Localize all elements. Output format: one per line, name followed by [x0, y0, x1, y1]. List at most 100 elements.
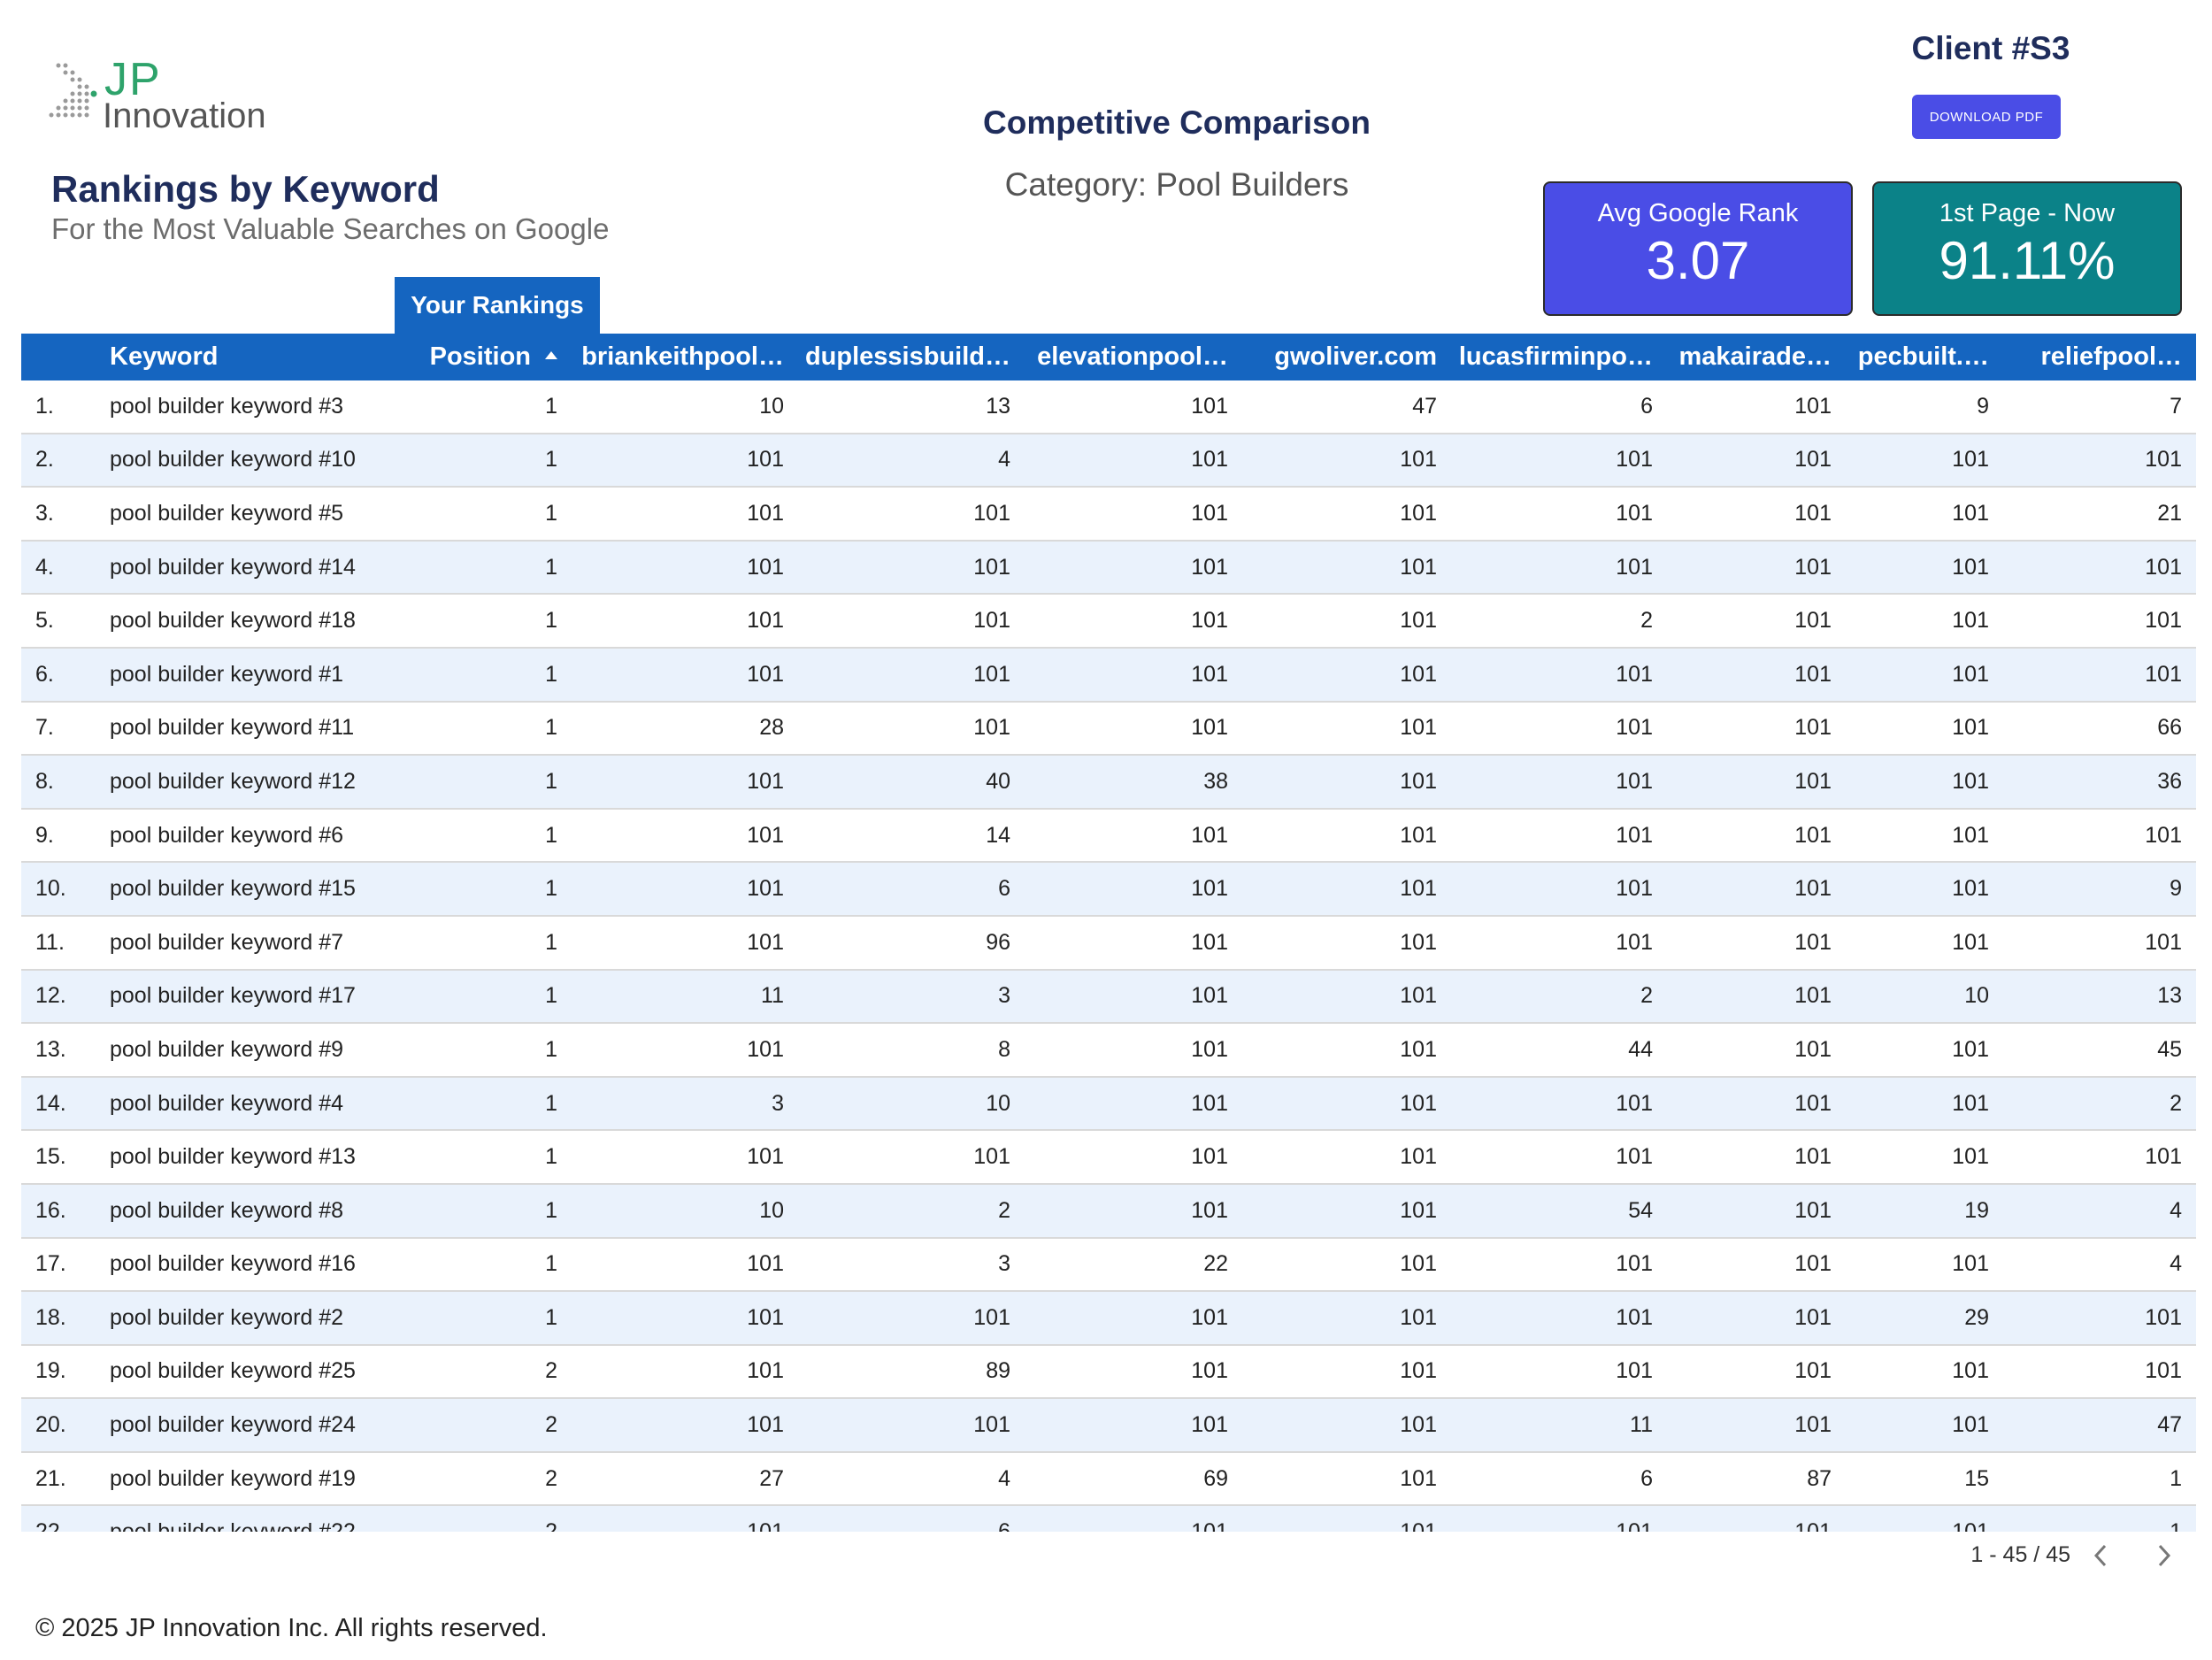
competitor-rank-cell: 1: [2003, 1506, 2196, 1532]
competitor-rank-cell: 101: [973, 715, 1010, 741]
position-cell: 1: [545, 608, 557, 634]
competitor-rank-cell: 101: [1952, 768, 1989, 794]
competitor-rank-cell: 38: [1203, 768, 1228, 794]
table-row: 17. pool builder keyword #16 1 101 3 22 101 101…: [21, 1238, 2196, 1293]
competitor-rank-cell: 101: [1616, 1304, 1653, 1330]
header-competitor-6[interactable]: makairade…: [1678, 342, 1832, 371]
row-index: 17.: [35, 1251, 66, 1277]
header-index: [21, 334, 110, 380]
header-keyword[interactable]: Keyword: [110, 342, 219, 371]
competitor-rank-cell: 101: [2145, 929, 2182, 955]
position-cell: 1: [545, 500, 557, 526]
competitor-rank-cell: 101: [747, 929, 784, 955]
previous-page-button[interactable]: [2083, 1538, 2118, 1573]
table-header: Keyword Position briankeithpool… dupless…: [21, 334, 2196, 380]
header-position[interactable]: Position: [430, 334, 577, 380]
row-index: 2.: [35, 447, 54, 473]
row-index: 11.: [35, 929, 65, 955]
keyword-cell: pool builder keyword #10: [110, 447, 356, 473]
competitor-rank-cell: 101: [1952, 554, 1989, 580]
competitor-rank-cell: 101: [1952, 1144, 1989, 1170]
competitor-rank-cell: 101: [1794, 447, 1832, 473]
table-row: 1. pool builder keyword #3 1 10 13 101 47 6 101 9…: [21, 380, 2196, 434]
competitor-rank-cell: 6: [1640, 1465, 1653, 1491]
competitor-rank-cell: 101: [1952, 1036, 1989, 1062]
kpi-value: 3.07: [1646, 231, 1750, 290]
keyword-cell: pool builder keyword #12: [110, 768, 356, 794]
download-pdf-button[interactable]: DOWNLOAD PDF: [1912, 95, 2061, 139]
keyword-cell: pool builder keyword #7: [110, 929, 344, 955]
header-competitor-3[interactable]: elevationpool…: [1037, 342, 1228, 371]
competitor-rank-cell: 101: [1616, 1144, 1653, 1170]
next-page-button[interactable]: [2147, 1538, 2182, 1573]
competitor-rank-cell: 101: [1191, 929, 1228, 955]
table-row: 14. pool builder keyword #4 1 3 10 101 101 101 1…: [21, 1077, 2196, 1132]
table-body: 1. pool builder keyword #3 1 10 13 101 47 6 101 9…: [21, 380, 2196, 1532]
competitor-rank-cell: 101: [2145, 1144, 2182, 1170]
table-row: 11. pool builder keyword #7 1 101 96 101 101 10…: [21, 916, 2196, 971]
table-row: 4. pool builder keyword #14 1 101 101 101 101 1…: [21, 541, 2196, 596]
competitor-rank-cell: 7: [2170, 393, 2182, 419]
kpi-avg-google-rank: Avg Google Rank 3.07: [1543, 181, 1853, 316]
competitor-rank-cell: 101: [2145, 554, 2182, 580]
competitor-rank-cell: 101: [1794, 822, 1832, 848]
competitor-rank-cell: 28: [759, 715, 784, 741]
competitor-rank-cell: 101: [1794, 1358, 1832, 1384]
comparison-title: Competitive Comparison: [983, 104, 1371, 141]
competitor-rank-cell: 101: [1794, 393, 1832, 419]
header-competitor-1[interactable]: briankeithpool…: [581, 342, 784, 371]
table-row: 16. pool builder keyword #8 1 10 2 101 101 54 10…: [21, 1184, 2196, 1239]
competitor-rank-cell: 101: [747, 500, 784, 526]
copyright-footer: © 2025 JP Innovation Inc. All rights res…: [35, 1614, 548, 1642]
table-row: 22.pool builder keyword #222101610110110…: [21, 1506, 2196, 1532]
keyword-cell: pool builder keyword #25: [110, 1358, 356, 1384]
position-cell: 2: [545, 1465, 557, 1491]
row-index: 8.: [35, 768, 54, 794]
row-index: 15.: [35, 1144, 66, 1170]
row-index: 9.: [35, 822, 54, 848]
rankings-table: Keyword Position briankeithpool… dupless…: [21, 334, 2196, 1532]
competitor-rank-cell: 101: [1191, 715, 1228, 741]
page-subtitle: For the Most Valuable Searches on Google: [51, 212, 610, 245]
competitor-rank-cell: 101: [973, 500, 1010, 526]
competitor-rank-cell: 101: [747, 768, 784, 794]
competitor-rank-cell: 101: [1400, 929, 1437, 955]
header-competitor-4[interactable]: gwoliver.com: [1274, 342, 1437, 371]
competitor-rank-cell: 9: [2170, 876, 2182, 902]
row-index: 4.: [35, 554, 54, 580]
competitor-rank-cell: 101: [1794, 1197, 1832, 1223]
competitor-rank-cell: 101: [1400, 447, 1437, 473]
tab-your-rankings[interactable]: Your Rankings: [395, 277, 600, 334]
competitor-rank-cell: 101: [1400, 661, 1437, 687]
competitor-rank-cell: 54: [1628, 1197, 1653, 1223]
table-row: 21. pool builder keyword #19 2 27 4 69 101 6 87 1…: [21, 1452, 2196, 1507]
competitor-rank-cell: 101: [1191, 661, 1228, 687]
header-competitor-8[interactable]: reliefpool…: [2040, 342, 2182, 371]
competitor-rank-cell: 22: [1203, 1251, 1228, 1277]
competitor-rank-cell: 3: [998, 983, 1010, 1009]
header-competitor-2[interactable]: duplessisbuild…: [804, 342, 1010, 371]
competitor-rank-cell: 6: [798, 1506, 1025, 1532]
sort-ascending-icon: [545, 351, 557, 359]
table-row: 9. pool builder keyword #6 1 101 14 101 101 101…: [21, 809, 2196, 864]
competitor-rank-cell: 101: [1952, 929, 1989, 955]
competitor-rank-cell: 101: [1400, 1090, 1437, 1116]
competitor-rank-cell: 101: [1400, 1036, 1437, 1062]
header-competitor-5[interactable]: lucasfirminpo…: [1458, 342, 1653, 371]
client-label: Client #S3: [1911, 30, 2070, 66]
logo-jp-text: JP: [104, 54, 162, 105]
header-competitor-7[interactable]: pecbuilt.…: [1857, 342, 1989, 371]
competitor-rank-cell: 101: [2145, 447, 2182, 473]
competitor-rank-cell: 3: [772, 1090, 784, 1116]
competitor-rank-cell: 101: [1794, 554, 1832, 580]
keyword-cell: pool builder keyword #8: [110, 1197, 344, 1223]
competitor-rank-cell: 11: [1630, 1412, 1653, 1438]
row-index: 10.: [35, 876, 66, 902]
category-label: Category: Pool Builders: [1004, 166, 1349, 203]
keyword-cell: pool builder keyword #14: [110, 554, 356, 580]
competitor-rank-cell: 101: [1191, 1197, 1228, 1223]
competitor-rank-cell: 101: [1400, 608, 1437, 634]
competitor-rank-cell: 101: [1191, 393, 1228, 419]
competitor-rank-cell: 101: [1846, 1506, 2003, 1532]
position-cell: 1: [545, 876, 557, 902]
